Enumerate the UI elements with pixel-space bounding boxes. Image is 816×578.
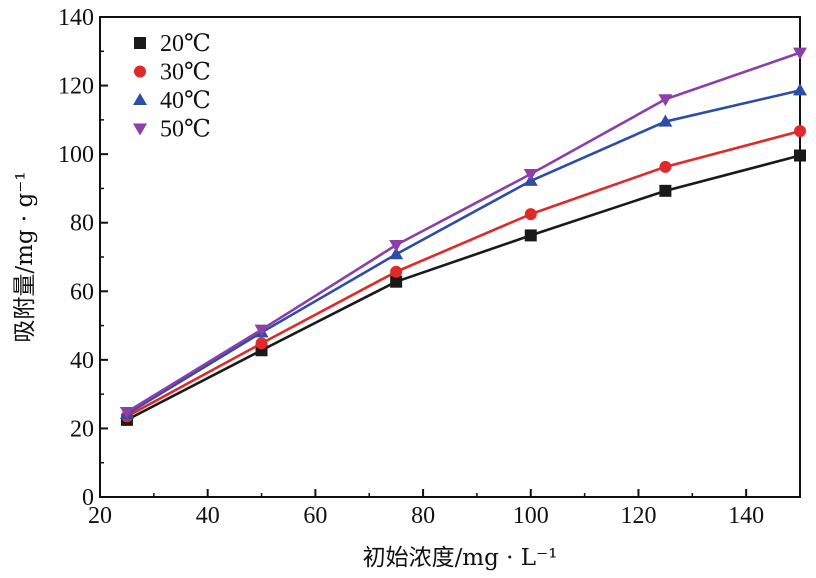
- series-1: [120, 149, 806, 426]
- y-tick-label: 120: [58, 74, 94, 100]
- y-tick-label: 40: [70, 348, 94, 374]
- data-point: [254, 324, 269, 337]
- legend-entry: 20℃: [134, 31, 211, 57]
- data-point: [524, 229, 537, 242]
- y-tick-label: 80: [70, 211, 94, 237]
- data-point: [793, 83, 807, 96]
- y-tick-label: 0: [82, 485, 94, 511]
- x-tick-label: 60: [303, 503, 327, 529]
- legend-marker: [134, 37, 146, 49]
- legend-entry: 50℃: [133, 117, 211, 143]
- data-point: [794, 149, 806, 162]
- data-point: [390, 275, 403, 288]
- x-tick-label: 100: [513, 503, 549, 529]
- x-tick-label: 140: [728, 503, 764, 529]
- data-point: [255, 344, 268, 357]
- data-point: [390, 265, 403, 278]
- x-tick-label: 20: [88, 503, 112, 529]
- y-tick-label: 100: [58, 142, 94, 168]
- data-point: [524, 208, 537, 221]
- y-tick-label: 140: [58, 5, 94, 31]
- series-group: [119, 47, 807, 426]
- y-tick-label: 20: [70, 416, 94, 442]
- x-tick-label: 80: [411, 503, 435, 529]
- series-2: [120, 125, 806, 423]
- data-point: [793, 47, 807, 60]
- series-3: [119, 83, 807, 420]
- series-4: [119, 47, 807, 419]
- series-line: [126, 129, 801, 418]
- legend-entry: 30℃: [134, 60, 211, 86]
- series-line: [126, 89, 801, 416]
- legend-label: 40℃: [160, 88, 211, 114]
- series-line: [126, 154, 801, 422]
- legend-marker: [133, 123, 147, 136]
- data-point: [255, 337, 268, 350]
- data-point: [389, 247, 404, 260]
- data-point: [119, 406, 134, 419]
- legend-label: 30℃: [160, 60, 211, 86]
- y-tick-label: 60: [70, 279, 94, 305]
- data-point: [389, 240, 404, 252]
- data-point: [659, 160, 672, 173]
- legend-entry: 40℃: [133, 88, 211, 114]
- x-tick-label: 40: [196, 503, 220, 529]
- data-point: [794, 125, 806, 138]
- legend-marker: [133, 93, 147, 105]
- x-axis-title: 初始浓度/mg · L⁻¹: [363, 545, 558, 571]
- legend-label: 20℃: [160, 31, 211, 57]
- y-axis-title: 吸附量/mg · g⁻¹: [12, 171, 38, 342]
- data-point: [658, 114, 673, 127]
- legend-marker: [134, 65, 146, 78]
- data-point: [658, 94, 673, 107]
- series-line: [126, 51, 801, 414]
- legend-label: 50℃: [160, 117, 211, 143]
- legend: 20℃ 30℃40℃ 50℃: [133, 31, 211, 143]
- x-tick-label: 120: [620, 503, 656, 529]
- data-point: [659, 184, 672, 197]
- data-point: [523, 169, 538, 182]
